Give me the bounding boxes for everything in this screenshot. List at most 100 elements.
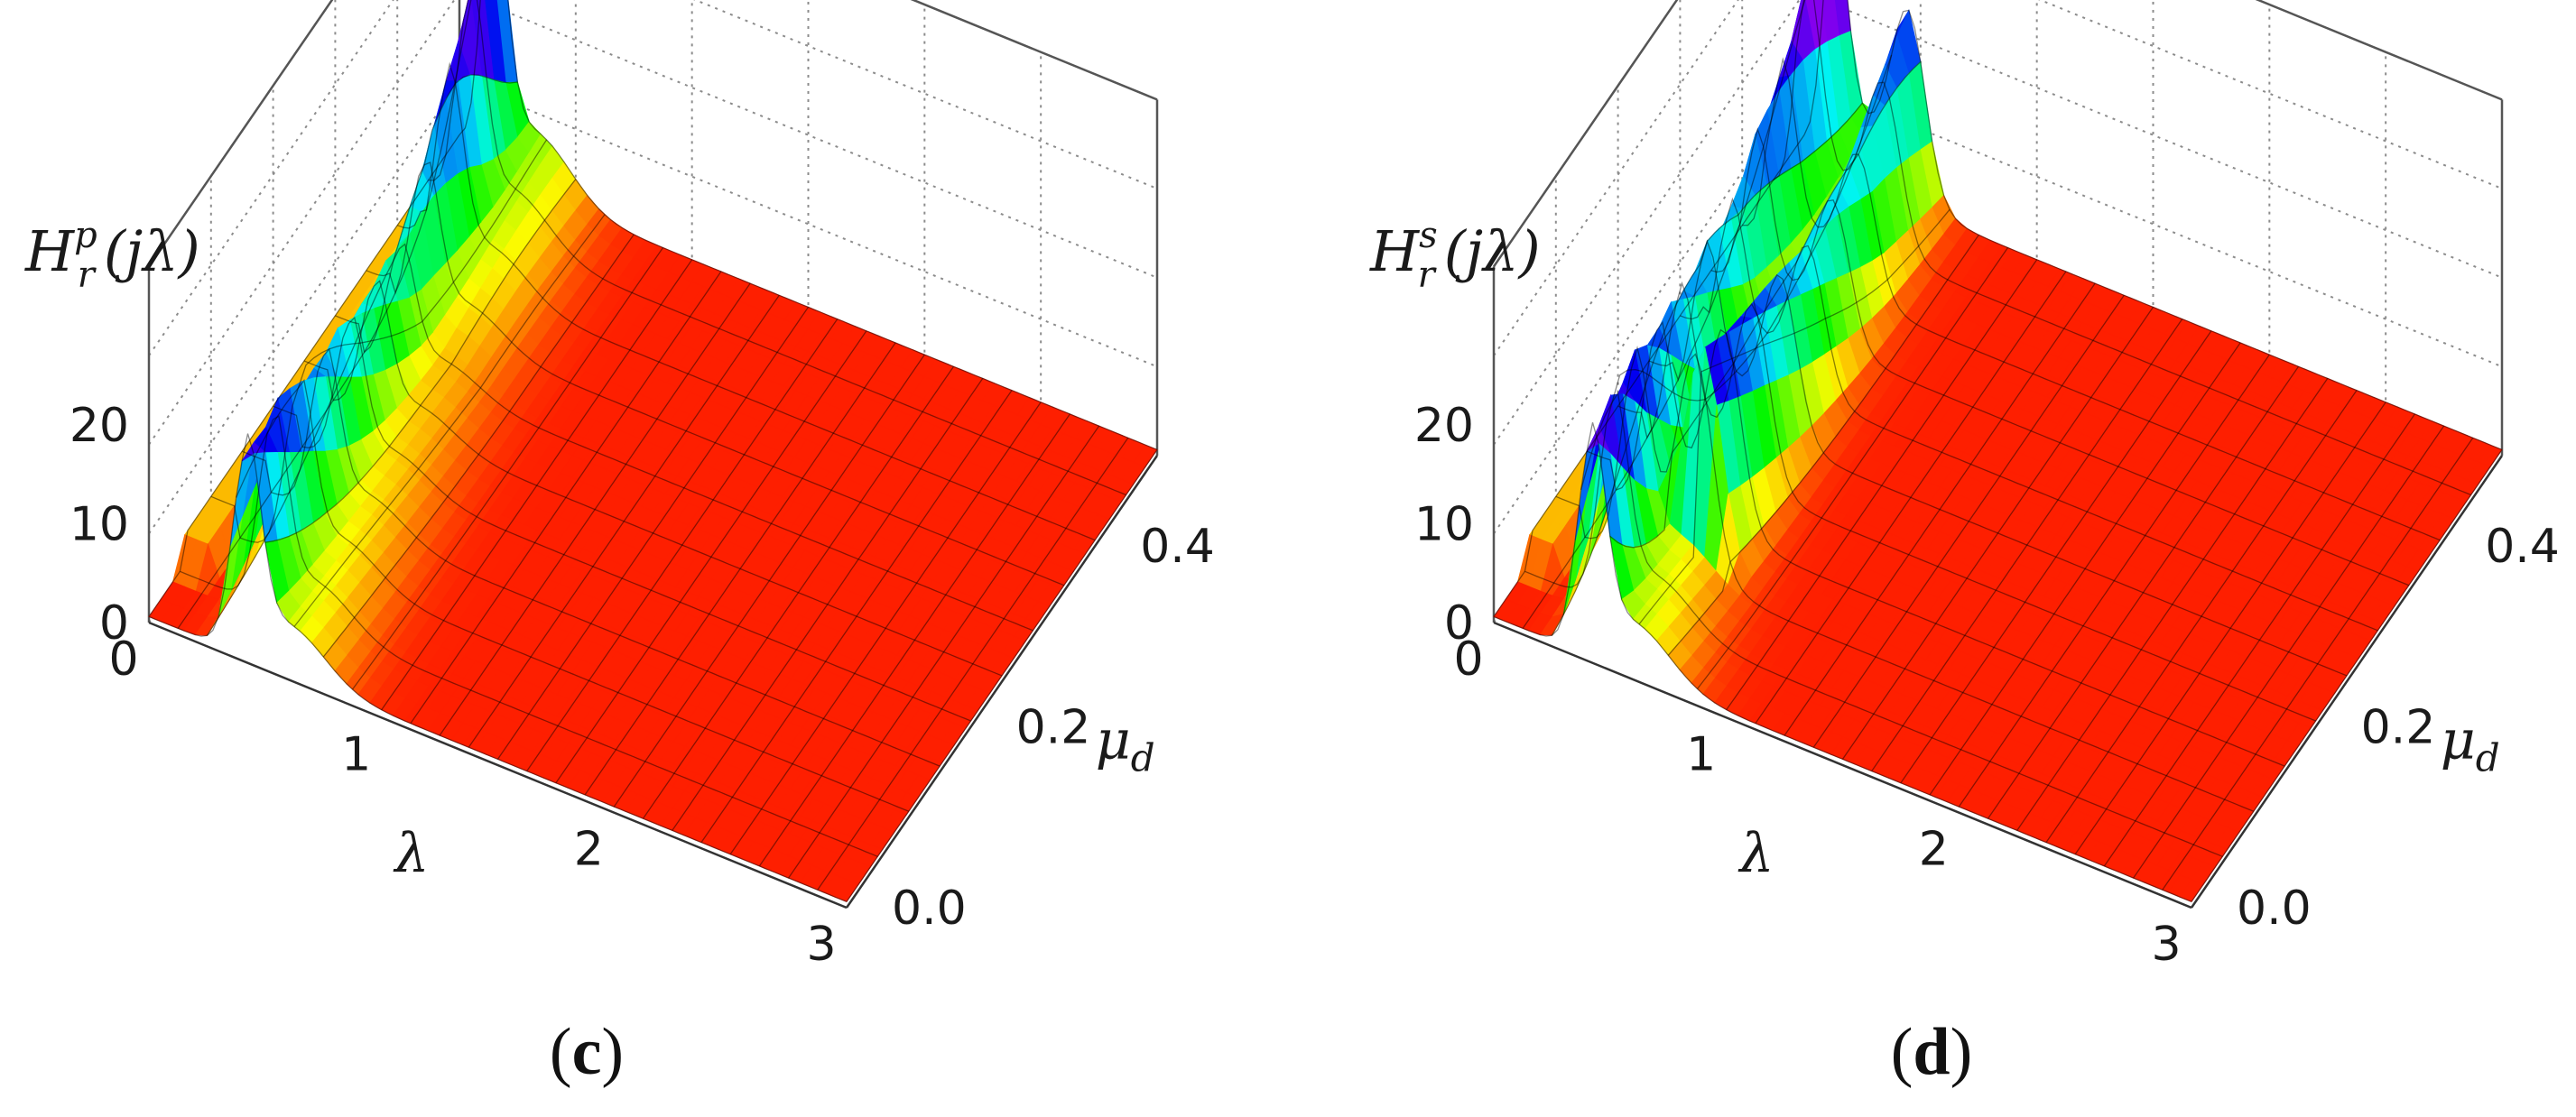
mesh-line — [1522, 0, 1806, 629]
y-axis-label: μd — [1096, 708, 1155, 780]
x-tick-label: 0 — [108, 632, 138, 687]
mesh-line — [642, 365, 955, 819]
mesh-line — [1493, 134, 1805, 617]
box-edge — [845, 455, 1159, 909]
mesh-line — [1742, 57, 2441, 541]
mesh-line — [335, 243, 1033, 632]
mesh-line — [1555, 346, 2255, 812]
z-tick-label: 20 — [69, 399, 129, 453]
y-tick-label: 0.4 — [1140, 520, 1215, 574]
mesh-line — [758, 413, 1070, 867]
surface-patch — [2179, 879, 2204, 902]
mesh-line — [1696, 247, 2009, 689]
y-axis-label-base: μ — [2441, 708, 2476, 771]
mesh-line — [1803, 0, 2503, 451]
x-tick-label: 2 — [1919, 823, 1949, 877]
mesh-line — [148, 433, 848, 903]
surface-patch — [834, 879, 859, 902]
mesh-line — [1680, 197, 2378, 632]
mesh-line — [293, 214, 606, 627]
mesh-line — [1773, 0, 2471, 496]
mesh-line — [2133, 425, 2445, 879]
x-tick-label: 2 — [574, 823, 604, 877]
mesh-line — [1726, 259, 2038, 710]
gridline — [2038, 0, 2503, 189]
mesh-line — [206, 74, 518, 636]
mesh-line — [148, 134, 460, 617]
mesh-line — [396, 61, 1096, 541]
gridline — [148, 0, 456, 446]
gridline — [1493, 0, 1801, 446]
mesh-line — [1667, 235, 1979, 656]
mesh-line — [1900, 330, 2212, 784]
panel-label: (d) — [1891, 1015, 1972, 1089]
box-edge — [1492, 0, 1679, 268]
z-axis-label-sup: p — [74, 215, 97, 256]
y-axis-label-sub: d — [2476, 735, 2500, 780]
mesh-line — [366, 162, 1065, 586]
surface-mesh — [1493, 0, 2503, 903]
mesh-line — [2074, 402, 2386, 855]
gridline — [148, 80, 460, 534]
z-tick-label: 10 — [69, 497, 129, 551]
panel-label: (c) — [550, 1015, 624, 1089]
mesh-line — [1755, 271, 2067, 725]
mesh-line — [1871, 318, 2183, 771]
mesh-line — [1841, 307, 2154, 760]
mesh-line — [1958, 354, 2270, 808]
surface — [1493, 0, 2503, 902]
mesh-line — [2045, 390, 2358, 843]
axes-labels: 0 1 2 3 0.0 0.2 0.4 0 10 20 λ μd Hs r (jλ) — [1369, 215, 2560, 972]
mesh-line — [303, 280, 1003, 677]
surface-mesh — [148, 0, 1158, 903]
mesh-line — [672, 378, 984, 831]
mesh-line — [1987, 365, 2300, 819]
box-edge — [147, 0, 334, 268]
z-tick-label: 20 — [1414, 399, 1474, 453]
gridline — [475, 0, 1158, 279]
z-tick-label: 0 — [99, 596, 129, 651]
mesh-line — [1609, 61, 1922, 549]
gridline — [148, 0, 394, 356]
gridline — [459, 80, 1158, 368]
mesh-line — [1580, 54, 1893, 491]
z-axis-label-sub: r — [1418, 254, 1438, 296]
x-axis-label: λ — [1737, 822, 1774, 885]
mesh-line — [729, 402, 1042, 855]
mesh-line — [2103, 413, 2415, 867]
y-tick-label: 0.0 — [2237, 882, 2312, 936]
z-tick-label: 0 — [1444, 596, 1474, 651]
z-axis-label: Hp r (jλ) — [24, 215, 200, 296]
box-edge — [2255, 0, 2503, 101]
mesh-line — [1710, 126, 2410, 586]
z-axis-label-sup: s — [1419, 215, 1438, 256]
mesh-line — [1493, 422, 2192, 903]
y-tick-label: 0.0 — [892, 882, 967, 936]
mesh-line — [180, 415, 878, 857]
panel-label-close: ) — [1951, 1015, 1973, 1089]
mesh-line — [496, 307, 810, 760]
box-edge — [1493, 621, 2192, 909]
mesh-line — [1784, 282, 2096, 736]
y-tick-label: 0.2 — [1016, 701, 1091, 755]
mesh-line — [555, 330, 867, 784]
mesh-line — [459, 0, 1158, 451]
mesh-line — [2191, 449, 2503, 902]
mesh-line — [700, 390, 1013, 843]
panel-c: 0 1 2 3 0.0 0.2 0.4 0 10 20 λ μd Hp r (jλ) (c) — [24, 0, 1215, 1089]
mesh-line — [439, 282, 751, 736]
mesh-line — [1812, 294, 2125, 748]
mesh-line — [273, 316, 971, 722]
panel-label-close: ) — [601, 1015, 624, 1089]
grid — [147, 0, 1159, 909]
x-tick-label: 3 — [806, 918, 836, 972]
mesh-line — [584, 342, 896, 796]
surface — [148, 0, 1158, 902]
gridline — [1803, 80, 2503, 368]
mesh-line — [428, 0, 1126, 496]
x-tick-label: 1 — [1686, 727, 1716, 781]
y-axis-label-sub: d — [1131, 735, 1155, 780]
mesh-line — [1648, 239, 2348, 677]
y-tick-label: 0.2 — [2361, 701, 2436, 755]
